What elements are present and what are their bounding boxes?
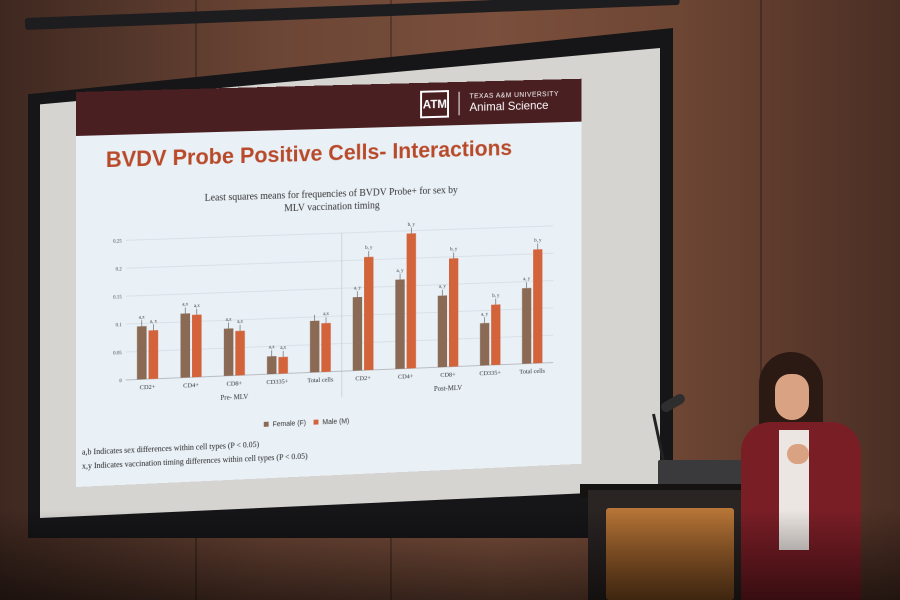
bar	[533, 249, 543, 364]
data-label: a, y	[354, 286, 361, 291]
bar-chart: 0 0.05 0.1 0.15 0.2 0.25 a,x a, x CD2+ a,x a,x CD4+…	[96, 216, 563, 421]
data-label: a, y	[439, 285, 446, 290]
data-label: a,x	[237, 320, 243, 325]
data-label: a,x	[139, 315, 145, 320]
data-label: a, y	[397, 269, 404, 274]
bar	[522, 287, 532, 364]
bar	[364, 256, 374, 371]
presenter-hand	[787, 444, 809, 464]
bar-chart-svg: 0 0.05 0.1 0.15 0.2 0.25 a,x a, x CD2+ a,x a,x CD4+…	[113, 222, 563, 402]
x-tick-label: Total cells	[519, 368, 545, 376]
wall-panel-seam	[760, 0, 762, 600]
legend-swatch-female	[263, 421, 269, 427]
bar	[235, 330, 245, 376]
x-tick-label: Total cells	[307, 376, 334, 384]
university-brand: ATM TEXAS A&M UNIVERSITY Animal Science	[420, 87, 559, 119]
slide-title: BVDV Probe Positive Cells- Interactions	[105, 135, 513, 173]
data-label: a, x	[150, 319, 158, 324]
bar	[192, 314, 202, 378]
gridline	[126, 281, 553, 297]
bar	[448, 258, 459, 367]
bar	[309, 320, 320, 373]
x-tick-label: CD4+	[398, 373, 414, 381]
x-tick-label: CD335+	[266, 378, 288, 386]
y-tick-label: 0.05	[113, 351, 122, 356]
y-tick-label: 0	[119, 379, 122, 384]
floor-shadow	[0, 510, 900, 600]
bar	[267, 356, 277, 375]
legend-item-female: Female (F)	[263, 420, 306, 429]
data-label: a,x	[194, 304, 200, 309]
data-label: b, y	[534, 239, 542, 244]
data-label: b, y	[365, 246, 373, 251]
data-label: a, y	[481, 312, 488, 317]
chart-title: Least squares means for frequencies of B…	[204, 184, 458, 215]
legend-item-male: Male (M)	[313, 418, 350, 427]
presenter-face	[775, 374, 809, 420]
group-label: Pre- MLV	[220, 393, 248, 402]
bar	[180, 313, 191, 378]
bar	[395, 279, 405, 369]
atm-logo: ATM	[420, 90, 450, 119]
bar	[352, 296, 363, 371]
legend-label-female: Female (F)	[272, 420, 306, 429]
brand-separator	[458, 91, 460, 116]
bar	[321, 322, 331, 373]
bar	[148, 330, 159, 380]
brand-department: Animal Science	[469, 97, 549, 114]
bar	[223, 328, 234, 376]
legend-label-male: Male (M)	[322, 418, 350, 427]
bar	[437, 295, 448, 368]
data-label: a,x	[182, 302, 188, 307]
bar	[278, 356, 288, 374]
x-tick-label: CD4+	[183, 382, 199, 390]
data-label: a,x	[323, 312, 329, 317]
x-tick-label: CD8+	[227, 380, 243, 388]
data-label: a, y	[523, 277, 530, 282]
y-tick-label: 0.2	[116, 267, 123, 272]
x-tick-label: CD2+	[140, 384, 156, 392]
gridline	[126, 253, 553, 268]
data-label: b, y	[450, 247, 458, 252]
y-tick-label: 0.25	[113, 239, 122, 244]
data-label: a,x	[269, 345, 275, 350]
x-tick-label: CD8+	[440, 371, 456, 379]
bar	[479, 322, 490, 366]
chart-legend: Female (F) Male (M)	[263, 418, 350, 429]
x-tick-label: CD335+	[479, 370, 501, 378]
group-label: Post-MLV	[434, 384, 462, 393]
data-label: a,x	[280, 346, 286, 351]
y-tick-label: 0.1	[116, 323, 123, 328]
bar	[406, 233, 416, 369]
data-label: b, y	[492, 294, 500, 299]
legend-swatch-male	[313, 419, 319, 425]
gridline	[126, 226, 553, 240]
bar	[136, 326, 147, 380]
data-label: a,x	[226, 317, 232, 322]
bar	[491, 304, 501, 366]
y-tick-label: 0.15	[113, 295, 122, 300]
x-tick-label: CD2+	[355, 375, 371, 383]
data-label: b, y	[408, 222, 416, 227]
presentation-slide: ATM TEXAS A&M UNIVERSITY Animal Science …	[76, 78, 582, 488]
